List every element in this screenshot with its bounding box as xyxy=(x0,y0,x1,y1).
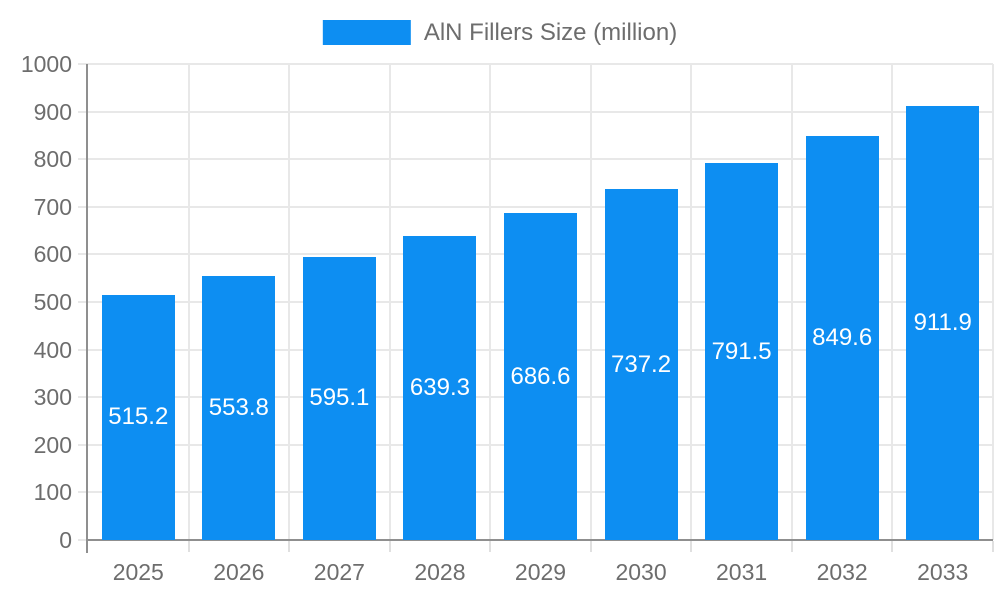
bar-value-label: 639.3 xyxy=(409,373,470,401)
bar-value-label: 553.8 xyxy=(208,394,269,422)
y-gridline xyxy=(78,63,993,65)
legend[interactable]: AlN Fillers Size (million) xyxy=(322,19,678,46)
x-axis-tick-label: 2025 xyxy=(112,559,164,585)
y-axis-tick-label: 200 xyxy=(33,431,72,458)
bar-2032[interactable]: 849.6 xyxy=(805,135,879,540)
x-gridline xyxy=(690,64,693,540)
y-axis-line xyxy=(86,64,88,553)
x-gridline xyxy=(489,64,492,540)
x-axis-tick-label: 2031 xyxy=(716,559,768,585)
x-axis-tick-label: 2027 xyxy=(313,559,365,585)
bar-value-label: 911.9 xyxy=(913,308,972,336)
bar-value-label: 515.2 xyxy=(108,403,169,431)
x-axis-tick-label: 2028 xyxy=(414,559,466,585)
y-axis-tick-label: 100 xyxy=(33,479,72,506)
x-gridline xyxy=(992,64,994,540)
y-axis-tick-label: 400 xyxy=(33,336,72,363)
x-gridline xyxy=(388,64,391,540)
bar-value-label: 849.6 xyxy=(812,323,873,351)
bar-2028[interactable]: 639.3 xyxy=(403,235,477,540)
y-axis-tick-label: 700 xyxy=(33,193,72,220)
bar-2031[interactable]: 791.5 xyxy=(705,163,779,540)
bar-2033[interactable]: 911.9 xyxy=(906,105,980,540)
legend-label: AlN Fillers Size (million) xyxy=(423,19,678,46)
x-axis-tick xyxy=(589,541,592,552)
x-axis-tick-label: 2032 xyxy=(816,559,868,585)
x-gridline xyxy=(790,64,793,540)
y-axis-tick-label: 900 xyxy=(33,98,72,125)
x-axis-tick-label: 2029 xyxy=(514,559,567,585)
y-axis-tick-label: 600 xyxy=(33,241,72,268)
y-axis-tick-label: 0 xyxy=(59,527,72,553)
bar-2030[interactable]: 737.2 xyxy=(604,189,678,540)
y-axis-tick-label: 300 xyxy=(33,384,72,411)
x-gridline xyxy=(187,64,190,540)
bar-value-label: 595.1 xyxy=(309,384,370,412)
x-axis-tick-label: 2030 xyxy=(615,559,667,585)
y-gridline xyxy=(78,205,993,208)
y-gridline xyxy=(78,158,993,161)
x-axis-tick xyxy=(187,541,190,552)
x-axis-tick-label: 2033 xyxy=(917,559,969,585)
x-axis-tick xyxy=(388,541,391,552)
x-axis-tick xyxy=(790,541,793,552)
x-axis-tick xyxy=(690,541,693,552)
bar-2025[interactable]: 515.2 xyxy=(101,294,175,540)
bar-2029[interactable]: 686.6 xyxy=(504,213,577,540)
x-axis-line xyxy=(88,539,993,541)
bar-value-label: 737.2 xyxy=(611,350,672,378)
y-gridline xyxy=(78,110,993,113)
bar-value-label: 791.5 xyxy=(711,337,772,365)
y-axis-tick-label: 800 xyxy=(33,146,72,173)
x-axis-tick xyxy=(891,541,894,552)
bar-value-label: 686.6 xyxy=(510,362,571,390)
x-axis-tick xyxy=(992,541,994,552)
x-axis-tick-label: 2026 xyxy=(213,559,265,585)
x-gridline xyxy=(589,64,592,540)
bar-2026[interactable]: 553.8 xyxy=(202,276,276,540)
x-gridline xyxy=(891,64,894,540)
bar-2027[interactable]: 595.1 xyxy=(302,256,376,540)
y-axis-tick-label: 1000 xyxy=(20,51,72,77)
x-gridline xyxy=(288,64,291,540)
legend-swatch-icon xyxy=(322,20,411,45)
x-axis-tick xyxy=(288,541,291,552)
x-axis-tick xyxy=(489,541,492,552)
y-axis-tick-label: 500 xyxy=(33,289,72,315)
